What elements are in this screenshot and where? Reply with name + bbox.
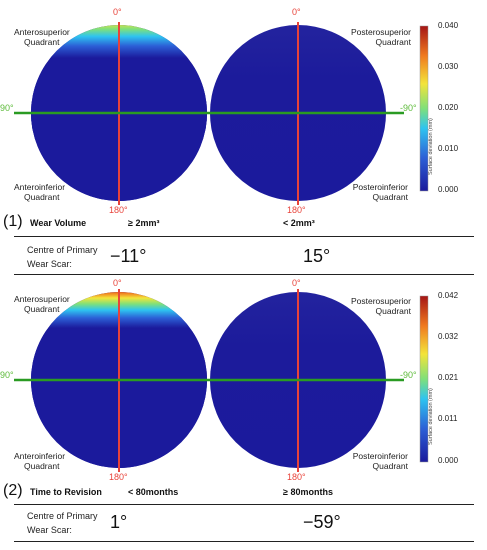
quadrant-posterosuperior-2: Posterosuperior Quadrant — [350, 296, 411, 316]
divider-1a — [14, 236, 474, 237]
centre-right-1: 15° — [303, 246, 331, 266]
colorbar-1 — [419, 25, 429, 192]
centre-right-2: −59° — [303, 512, 341, 532]
row-label-2: Time to Revision — [30, 487, 102, 497]
angle-right-2: -90° — [400, 370, 417, 380]
centre-label-2: Centre of Primary Wear Scar: — [27, 511, 98, 535]
centre-left-2: 1° — [110, 512, 128, 532]
panel-number-1: (1) — [3, 213, 23, 230]
angle-top-2b: 0° — [292, 278, 301, 288]
divider-2a — [14, 504, 474, 505]
angle-bottom-2: 180° — [109, 472, 128, 482]
quadrant-posterosuperior-1: Posterosuperior Quadrant — [350, 27, 411, 47]
row-right-value-1: < 2mm³ — [283, 218, 315, 228]
row-left-value-1: ≥ 2mm³ — [128, 218, 160, 228]
angle-left-2: 90° — [0, 370, 14, 380]
angle-top-1b: 0° — [292, 7, 301, 17]
colorbar-2 — [419, 295, 429, 463]
angle-bottom-1: 180° — [109, 205, 128, 215]
row-left-value-2: < 80months — [128, 487, 179, 497]
quadrant-anteroinferior-2: Anteroinferior Quadrant — [14, 451, 66, 471]
quadrant-anterosuperior-2: Anterosuperior Quadrant — [14, 294, 70, 314]
angle-bottom-1b: 180° — [287, 205, 306, 215]
centre-label-1: Centre of Primary Wear Scar: — [27, 245, 98, 269]
panel-number-2: (2) — [3, 482, 23, 499]
row-right-value-2: ≥ 80months — [283, 487, 333, 497]
angle-top-1: 0° — [113, 7, 122, 17]
colorbar-title-1: Surface deviation (mm) — [428, 118, 434, 175]
angle-right-1: -90° — [400, 103, 417, 113]
quadrant-posteroinferior-1: Posteroinferior Quadrant — [352, 182, 408, 202]
colorbar-title-2: Surface deviation (mm) — [428, 388, 434, 445]
divider-1b — [14, 274, 474, 275]
quadrant-posteroinferior-2: Posteroinferior Quadrant — [352, 451, 408, 471]
row-label-1: Wear Volume — [30, 218, 87, 228]
divider-2b — [14, 541, 474, 542]
centre-left-1: −11° — [110, 246, 147, 266]
angle-bottom-2b: 180° — [287, 472, 306, 482]
quadrant-anterosuperior-1: Anterosuperior Quadrant — [14, 27, 70, 47]
quadrant-anteroinferior-1: Anteroinferior Quadrant — [14, 182, 66, 202]
angle-left-1: 90° — [0, 103, 14, 113]
angle-top-2: 0° — [113, 278, 122, 288]
